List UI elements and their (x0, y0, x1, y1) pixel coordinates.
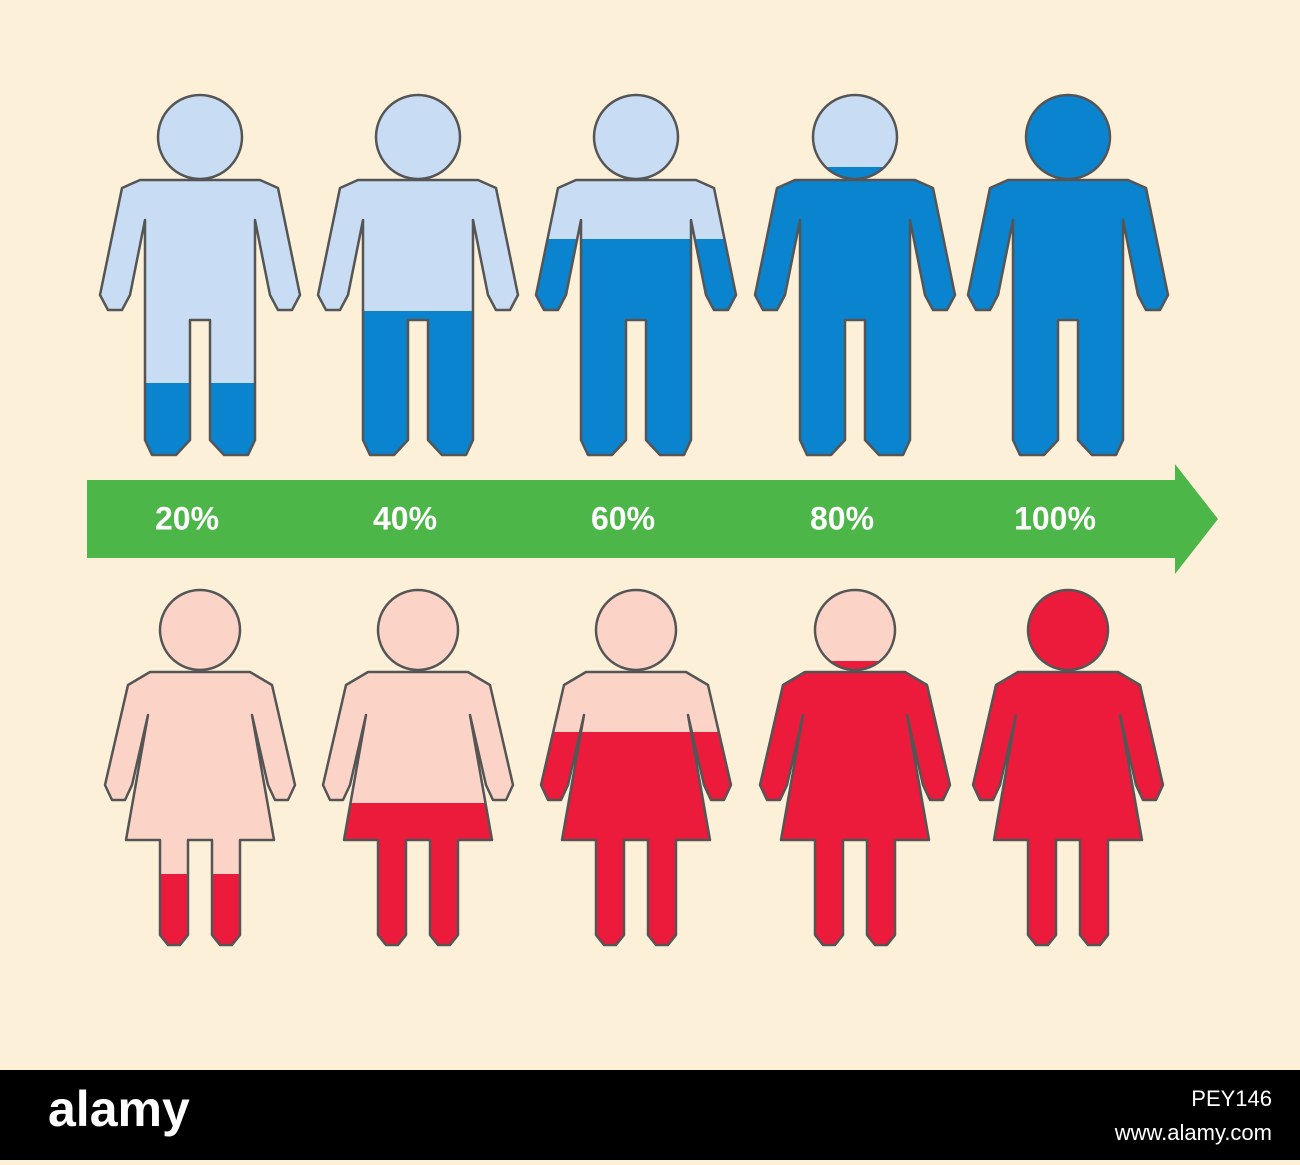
figure-outline (966, 178, 1170, 457)
head-outline (1026, 588, 1110, 672)
head-outline (374, 93, 462, 181)
figure-outline (971, 670, 1165, 947)
head-outline (1024, 93, 1112, 181)
footer-brand: alamy (48, 1081, 190, 1137)
figure-outline (316, 178, 520, 457)
value-label: 40% (373, 500, 437, 536)
arrow (87, 464, 1218, 574)
head-outline (813, 588, 897, 672)
figure-outline (539, 670, 733, 947)
footer-url: www.alamy.com (1114, 1120, 1272, 1145)
value-label: 20% (155, 500, 219, 536)
footer-bar (0, 1070, 1300, 1160)
figure-outline (103, 670, 297, 947)
head-outline (811, 93, 899, 181)
figure-outline (753, 178, 957, 457)
value-label: 80% (810, 500, 874, 536)
footer-id: PEY146 (1191, 1086, 1272, 1111)
head-outline (156, 93, 244, 181)
figure-outline (321, 670, 515, 947)
head-outline (158, 588, 242, 672)
value-label: 60% (591, 500, 655, 536)
head-outline (376, 588, 460, 672)
head-outline (592, 93, 680, 181)
figure-outline (758, 670, 952, 947)
value-label: 100% (1014, 500, 1096, 536)
figure-outline (98, 178, 302, 457)
head-outline (594, 588, 678, 672)
figure-outline (534, 178, 738, 457)
